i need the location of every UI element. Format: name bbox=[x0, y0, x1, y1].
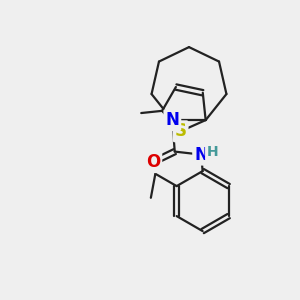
Text: N: N bbox=[165, 111, 179, 129]
Text: S: S bbox=[175, 122, 187, 140]
Text: N: N bbox=[194, 146, 208, 164]
Text: H: H bbox=[207, 145, 218, 159]
Text: O: O bbox=[146, 153, 160, 171]
